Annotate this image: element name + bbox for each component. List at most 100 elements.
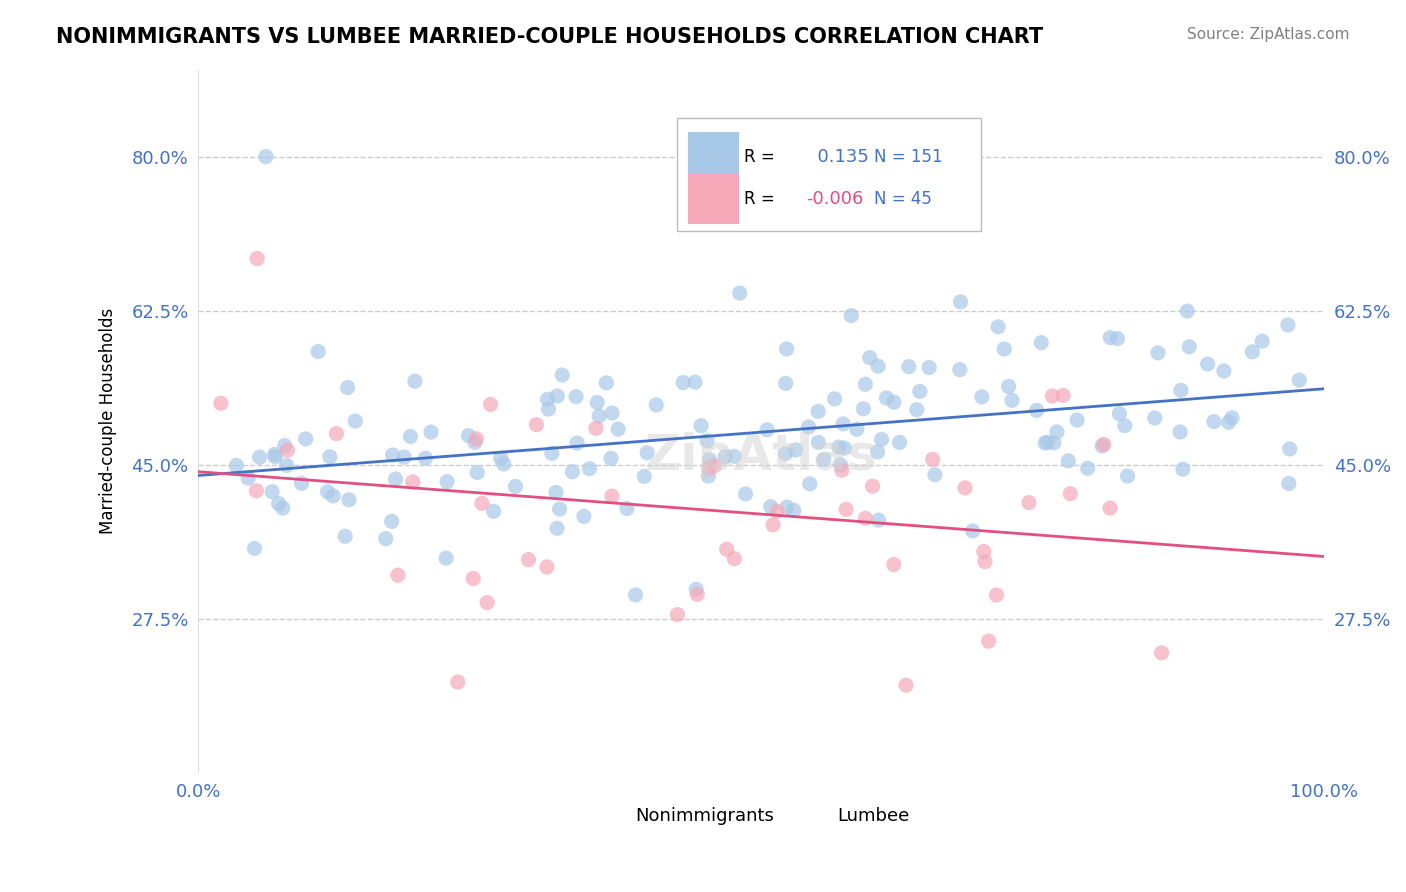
- Point: [1036, 435, 1059, 450]
- Point: [1175, 304, 1198, 318]
- Point: [436, 475, 458, 489]
- Point: [1251, 334, 1274, 348]
- FancyBboxPatch shape: [676, 118, 980, 231]
- Text: ZipAtlas: ZipAtlas: [645, 432, 877, 480]
- Text: Nonimmigrants: Nonimmigrants: [636, 806, 775, 824]
- Point: [465, 466, 488, 480]
- Point: [464, 435, 486, 450]
- Point: [546, 389, 568, 403]
- Point: [607, 422, 630, 436]
- Point: [759, 500, 782, 514]
- Point: [344, 414, 367, 428]
- Point: [1066, 413, 1088, 427]
- Point: [766, 504, 789, 518]
- Text: R =: R =: [744, 190, 780, 208]
- Point: [585, 421, 607, 435]
- Text: N = 45: N = 45: [873, 190, 932, 208]
- Point: [993, 342, 1015, 356]
- Point: [561, 465, 583, 479]
- Point: [845, 422, 868, 436]
- Point: [855, 511, 877, 525]
- Point: [548, 502, 571, 516]
- Point: [1288, 373, 1310, 387]
- Point: [565, 436, 588, 450]
- Point: [686, 587, 709, 601]
- Point: [775, 342, 797, 356]
- Point: [1114, 418, 1136, 433]
- Point: [415, 451, 437, 466]
- Circle shape: [619, 804, 645, 821]
- Point: [1178, 340, 1201, 354]
- Point: [699, 452, 721, 467]
- Point: [835, 502, 858, 516]
- Point: [537, 402, 560, 417]
- Point: [1277, 318, 1299, 332]
- Text: 0.135: 0.135: [806, 147, 869, 166]
- Point: [762, 517, 785, 532]
- Point: [973, 544, 995, 558]
- Point: [1171, 462, 1194, 476]
- Point: [852, 401, 875, 416]
- Point: [541, 446, 564, 460]
- Point: [526, 417, 548, 432]
- Point: [457, 428, 479, 442]
- Point: [572, 509, 595, 524]
- Point: [381, 448, 404, 462]
- Point: [546, 521, 568, 535]
- Point: [595, 376, 617, 390]
- Point: [586, 395, 609, 409]
- Point: [828, 440, 851, 454]
- Point: [1278, 442, 1301, 456]
- Point: [636, 446, 658, 460]
- Point: [716, 542, 738, 557]
- Point: [949, 294, 972, 309]
- Point: [921, 452, 943, 467]
- Point: [1031, 335, 1053, 350]
- Point: [505, 479, 527, 493]
- Point: [870, 433, 893, 447]
- Point: [776, 500, 799, 515]
- Point: [290, 476, 312, 491]
- Point: [565, 390, 588, 404]
- Point: [1077, 461, 1099, 475]
- Point: [276, 458, 298, 473]
- Point: [799, 476, 821, 491]
- Point: [1052, 388, 1074, 402]
- Point: [1018, 495, 1040, 509]
- Point: [1107, 332, 1129, 346]
- Point: [1241, 344, 1264, 359]
- Point: [243, 541, 266, 556]
- Point: [1033, 436, 1056, 450]
- Point: [1001, 393, 1024, 408]
- Point: [756, 423, 779, 437]
- Point: [294, 432, 316, 446]
- Point: [775, 447, 797, 461]
- Point: [1170, 384, 1192, 398]
- Point: [322, 489, 344, 503]
- Point: [1197, 357, 1219, 371]
- Point: [824, 392, 846, 406]
- Point: [271, 501, 294, 516]
- FancyBboxPatch shape: [688, 132, 738, 181]
- Point: [616, 501, 638, 516]
- Point: [420, 425, 443, 439]
- Point: [977, 634, 1000, 648]
- Point: [384, 472, 406, 486]
- Point: [1168, 425, 1191, 439]
- Point: [813, 452, 835, 467]
- Point: [633, 469, 655, 483]
- Point: [685, 582, 707, 597]
- Point: [316, 484, 339, 499]
- Point: [434, 551, 457, 566]
- Point: [479, 397, 502, 411]
- Point: [697, 469, 720, 483]
- Point: [831, 463, 853, 477]
- Point: [974, 555, 997, 569]
- Point: [264, 450, 287, 464]
- Point: [209, 396, 232, 410]
- Text: R =: R =: [744, 147, 780, 166]
- Point: [714, 450, 737, 464]
- Point: [333, 529, 356, 543]
- Point: [489, 451, 512, 466]
- Point: [997, 379, 1019, 393]
